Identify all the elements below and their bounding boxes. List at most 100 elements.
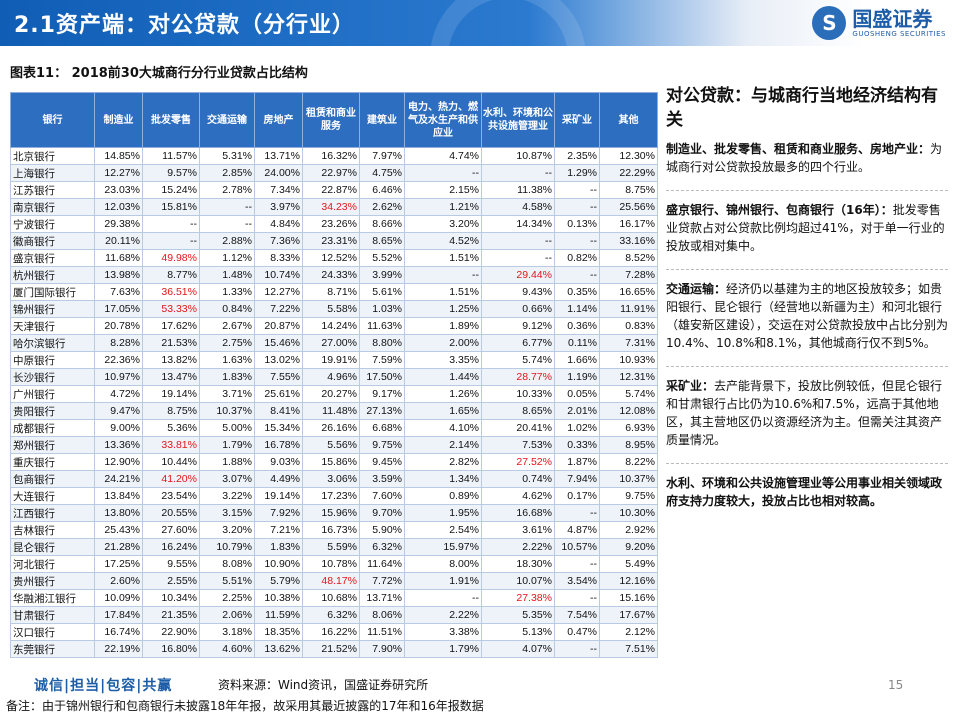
value-cell: 15.86%: [302, 453, 360, 471]
value-cell: 4.87%: [554, 521, 600, 539]
paragraph-wholesale-text: 批发零售业贷款占对公贷款比例均超过41%，对于单一行业的投放或相对集中。: [666, 203, 945, 253]
paragraph-transport: 交通运输：经济仍以基建为主的地区投放较多；如贵阳银行、昆仑银行（经营地以新疆为主…: [666, 269, 948, 352]
value-cell: 4.96%: [302, 368, 360, 386]
value-cell: 14.24%: [302, 317, 360, 335]
table-row: 郑州银行 13.36% 33.81% 1.79% 16.78% 5.56% 9.75% 2.1…: [10, 436, 658, 454]
value-cell: 1.48%: [199, 266, 255, 284]
value-cell: 53.33%: [142, 300, 200, 318]
value-cell: 23.54%: [142, 487, 200, 505]
value-cell: 2.14%: [404, 436, 482, 454]
paragraph-industries-lead: 制造业、批发零售、租赁和商业服务、房地产业：: [666, 142, 931, 156]
value-cell: 24.00%: [254, 164, 303, 182]
table-row: 锦州银行 17.05% 53.33% 0.84% 7.22% 5.58% 1.03% 1.25…: [10, 300, 658, 318]
value-cell: 17.50%: [359, 368, 405, 386]
value-cell: 7.34%: [254, 181, 303, 199]
value-cell: 0.47%: [554, 623, 600, 641]
bank-name-cell: 贵阳银行: [10, 402, 95, 420]
value-cell: 8.52%: [599, 249, 658, 267]
value-cell: 17.84%: [94, 606, 143, 624]
value-cell: 13.62%: [254, 640, 303, 658]
value-cell: 7.72%: [359, 572, 405, 590]
bank-name-cell: 重庆银行: [10, 453, 95, 471]
bank-name-cell: 北京银行: [10, 147, 95, 165]
value-cell: 5.56%: [302, 436, 360, 454]
value-cell: 22.19%: [94, 640, 143, 658]
value-cell: 0.33%: [554, 436, 600, 454]
value-cell: 3.97%: [254, 198, 303, 216]
value-cell: 1.89%: [404, 317, 482, 335]
value-cell: 2.82%: [404, 453, 482, 471]
value-cell: 1.25%: [404, 300, 482, 318]
table-row: 汉口银行 16.74% 22.90% 3.18% 18.35% 16.22% 11.51% 3…: [10, 623, 658, 641]
commentary-panel: 对公贷款：与城商行当地经济结构有关 制造业、批发零售、租赁和商业服务、房地产业：…: [666, 84, 948, 524]
value-cell: 2.00%: [404, 334, 482, 352]
value-cell: 5.13%: [481, 623, 555, 641]
value-cell: 7.55%: [254, 368, 303, 386]
value-cell: 1.51%: [404, 249, 482, 267]
value-cell: --: [142, 232, 200, 250]
table-row: 成都银行 9.00% 5.36% 5.00% 15.34% 26.16% 6.68% 4.10…: [10, 419, 658, 437]
bank-name-cell: 包商银行: [10, 470, 95, 488]
value-cell: 17.67%: [599, 606, 658, 624]
paragraph-wholesale-lead: 盛京银行、锦州银行、包商银行（16年）：: [666, 203, 893, 217]
value-cell: 41.20%: [142, 470, 200, 488]
value-cell: 22.90%: [142, 623, 200, 641]
column-header: 水利、环境和公共设施管理业: [481, 92, 555, 148]
value-cell: 13.82%: [142, 351, 200, 369]
value-cell: 0.84%: [199, 300, 255, 318]
table-row: 长沙银行 10.97% 13.47% 1.83% 7.55% 4.96% 17.50% 1.4…: [10, 368, 658, 386]
value-cell: 3.59%: [359, 470, 405, 488]
value-cell: 11.57%: [142, 147, 200, 165]
value-cell: 1.79%: [199, 436, 255, 454]
value-cell: 2.67%: [199, 317, 255, 335]
table-row: 昆仑银行 21.28% 16.24% 10.79% 1.83% 5.59% 6.32% 15.…: [10, 538, 658, 556]
value-cell: 4.52%: [404, 232, 482, 250]
value-cell: 5.52%: [359, 249, 405, 267]
column-header: 制造业: [94, 92, 143, 148]
table-row: 重庆银行 12.90% 10.44% 1.88% 9.03% 15.86% 9.45% 2.8…: [10, 453, 658, 471]
value-cell: 9.00%: [94, 419, 143, 437]
table-row: 厦门国际银行 7.63% 36.51% 1.33% 12.27% 8.71% 5.61% 1.…: [10, 283, 658, 301]
value-cell: 10.37%: [199, 402, 255, 420]
data-source: 资料来源：Wind资讯，国盛证券研究所: [218, 678, 429, 692]
value-cell: 24.21%: [94, 470, 143, 488]
value-cell: --: [554, 181, 600, 199]
value-cell: 3.06%: [302, 470, 360, 488]
value-cell: 0.66%: [481, 300, 555, 318]
bank-name-cell: 华融湘江银行: [10, 589, 95, 607]
value-cell: 13.98%: [94, 266, 143, 284]
value-cell: 2.35%: [554, 147, 600, 165]
value-cell: 16.32%: [302, 147, 360, 165]
value-cell: 15.24%: [142, 181, 200, 199]
value-cell: 0.13%: [554, 215, 600, 233]
value-cell: 0.35%: [554, 283, 600, 301]
bank-name-cell: 上海银行: [10, 164, 95, 182]
page-number: 15: [888, 678, 904, 692]
value-cell: 1.44%: [404, 368, 482, 386]
bank-name-cell: 成都银行: [10, 419, 95, 437]
value-cell: 15.97%: [404, 538, 482, 556]
bank-name-cell: 杭州银行: [10, 266, 95, 284]
value-cell: 1.83%: [254, 538, 303, 556]
value-cell: 9.20%: [599, 538, 658, 556]
value-cell: 1.63%: [199, 351, 255, 369]
value-cell: 20.11%: [94, 232, 143, 250]
value-cell: 7.54%: [554, 606, 600, 624]
bank-name-cell: 郑州银行: [10, 436, 95, 454]
value-cell: 8.22%: [599, 453, 658, 471]
value-cell: --: [554, 232, 600, 250]
value-cell: 12.31%: [599, 368, 658, 386]
table-row: 北京银行 14.85% 11.57% 5.31% 13.71% 16.32% 7.97% 4.…: [10, 147, 658, 165]
logo-icon: S: [812, 6, 847, 40]
value-cell: 12.03%: [94, 198, 143, 216]
table-row: 宁波银行 29.38% -- -- 4.84% 23.26% 8.66% 3.20% 14.34…: [10, 215, 658, 233]
column-header: 银行: [10, 92, 95, 148]
value-cell: 4.72%: [94, 385, 143, 403]
value-cell: 23.26%: [302, 215, 360, 233]
value-cell: 7.97%: [359, 147, 405, 165]
table-row: 杭州银行 13.98% 8.77% 1.48% 10.74% 24.33% 3.99% -- 2…: [10, 266, 658, 284]
value-cell: 2.22%: [481, 538, 555, 556]
column-header: 采矿业: [554, 92, 600, 148]
value-cell: 8.66%: [359, 215, 405, 233]
value-cell: 10.09%: [94, 589, 143, 607]
